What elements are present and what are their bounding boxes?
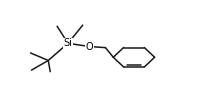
Text: Si: Si [63,38,72,48]
Text: O: O [86,42,93,52]
